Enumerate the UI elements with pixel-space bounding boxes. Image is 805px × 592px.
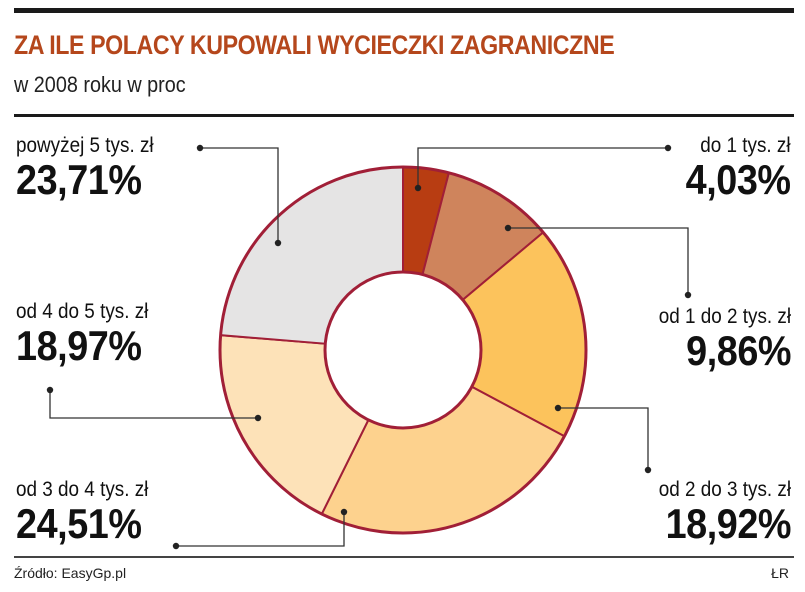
category-label: od 3 do 4 tys. zł	[16, 478, 149, 501]
label-od-3-do-4: od 3 do 4 tys. zł 24,51%	[16, 478, 163, 548]
category-label: od 1 do 2 tys. zł	[658, 305, 791, 328]
source-note: Źródło: EasyGp.pl	[14, 565, 127, 581]
leader-line-powyzej-5	[200, 147, 279, 243]
leader-line-od-4-do-5	[49, 390, 258, 419]
leader-label-dot-od-1-do-2	[684, 291, 692, 299]
leader-line-od-3-do-4	[176, 512, 345, 547]
leader-label-dot-powyzej-5	[196, 144, 204, 152]
category-label: od 4 do 5 tys. zł	[16, 300, 149, 323]
category-label: od 2 do 3 tys. zł	[658, 478, 791, 501]
leader-label-dot-od-2-do-3	[644, 466, 652, 474]
leader-slice-dot-od-4-do-5	[254, 414, 262, 422]
label-od-2-do-3: od 2 do 3 tys. zł 18,92%	[644, 478, 792, 548]
label-do-1: do 1 tys. zł 4,03%	[674, 134, 791, 204]
value-label: 4,03%	[686, 156, 791, 203]
donut-outer-ring	[218, 165, 588, 535]
label-powyzej-5: powyżej 5 tys. zł 23,71%	[16, 134, 169, 204]
category-label: do 1 tys. zł	[700, 134, 791, 157]
leader-label-dot-od-4-do-5	[46, 386, 54, 394]
label-od-4-do-5: od 4 do 5 tys. zł 18,97%	[16, 300, 163, 370]
value-label: 23,71%	[16, 156, 142, 203]
leader-slice-dot-od-2-do-3	[554, 404, 562, 412]
leader-label-dot-od-3-do-4	[172, 542, 180, 550]
leader-slice-dot-powyzej-5	[274, 239, 282, 247]
top-rule	[14, 8, 794, 13]
category-label: powyżej 5 tys. zł	[16, 134, 154, 157]
leader-line-od-1-do-2	[508, 227, 689, 295]
author-initials: ŁR	[771, 565, 789, 581]
leader-slice-dot-od-1-do-2	[504, 224, 512, 232]
donut-hole	[323, 270, 483, 430]
leader-slice-dot-od-3-do-4	[340, 508, 348, 516]
label-od-1-do-2: od 1 do 2 tys. zł 9,86%	[644, 305, 792, 375]
footer-divider	[14, 556, 794, 558]
value-label: 24,51%	[16, 500, 142, 547]
chart-title: ZA ILE POLACY KUPOWALI WYCIECZKI ZAGRANI…	[14, 30, 615, 60]
value-label: 9,86%	[686, 327, 791, 374]
value-label: 18,97%	[16, 322, 142, 369]
value-label: 18,92%	[665, 500, 791, 547]
leader-line-od-2-do-3	[558, 407, 649, 470]
header-divider	[14, 114, 794, 117]
leader-line-do-1	[417, 147, 668, 188]
leader-slice-dot-do-1	[414, 184, 422, 192]
leader-label-dot-do-1	[664, 144, 672, 152]
chart-subtitle: w 2008 roku w proc	[14, 72, 186, 97]
